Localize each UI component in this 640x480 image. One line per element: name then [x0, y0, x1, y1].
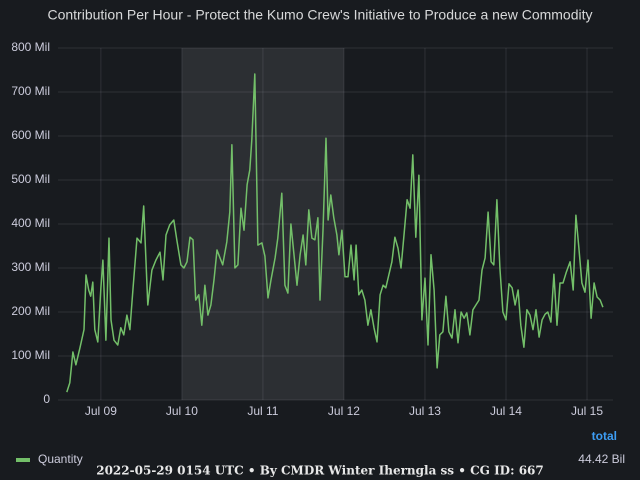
y-tick-label: 0: [43, 392, 50, 406]
x-tick-label: Jul 13: [409, 404, 441, 418]
footer: 2022-05-29 0154 UTC • By CMDR Winter Ihe…: [96, 464, 544, 478]
y-tick-label: 700 Mil: [11, 84, 50, 98]
x-tick-label: Jul 15: [571, 404, 603, 418]
y-tick-label: 500 Mil: [11, 172, 50, 186]
y-tick-label: 300 Mil: [11, 260, 50, 274]
x-tick-label: Jul 09: [85, 404, 117, 418]
x-tick-label: Jul 10: [166, 404, 198, 418]
y-tick-label: 400 Mil: [11, 216, 50, 230]
chart-title: Contribution Per Hour - Protect the Kumo…: [47, 7, 592, 23]
y-tick-label: 100 Mil: [11, 348, 50, 362]
y-tick-label: 200 Mil: [11, 304, 50, 318]
legend-column-header[interactable]: total: [592, 429, 617, 443]
x-tick-label: Jul 12: [328, 404, 360, 418]
y-tick-label: 800 Mil: [11, 40, 50, 54]
legend-total: 44.42 Bil: [578, 452, 625, 466]
x-tick-label: Jul 11: [247, 404, 278, 418]
x-tick-label: Jul 14: [490, 404, 522, 418]
series-line: [66, 73, 604, 393]
y-tick-label: 600 Mil: [11, 128, 50, 142]
legend-label[interactable]: Quantity: [38, 452, 83, 466]
